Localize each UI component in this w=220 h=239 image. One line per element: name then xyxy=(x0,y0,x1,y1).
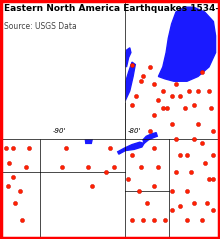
Polygon shape xyxy=(143,133,157,143)
Bar xyxy=(0,0,125,139)
Text: Eastern North America Earthquakes 1534-1994: Eastern North America Earthquakes 1534-1… xyxy=(4,4,220,13)
Polygon shape xyxy=(66,76,117,100)
Polygon shape xyxy=(124,48,131,67)
Text: -80': -80' xyxy=(128,128,141,134)
Polygon shape xyxy=(122,62,135,100)
Polygon shape xyxy=(108,91,122,139)
Polygon shape xyxy=(158,7,216,81)
Polygon shape xyxy=(85,103,96,143)
Text: -90': -90' xyxy=(53,128,66,134)
Polygon shape xyxy=(118,142,144,154)
Text: Source: USGS Data: Source: USGS Data xyxy=(4,22,77,31)
